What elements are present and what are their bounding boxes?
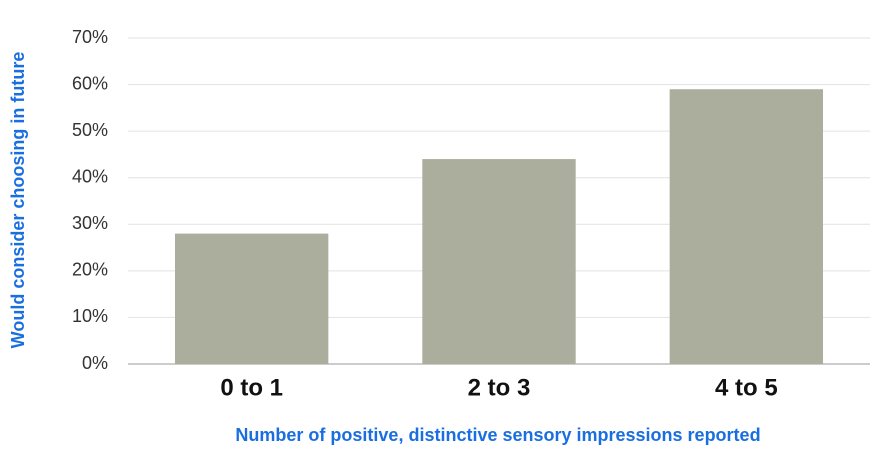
y-axis-label: Would consider choosing in future: [8, 52, 28, 349]
y-tick-label: 40%: [72, 166, 108, 186]
y-tick-label: 70%: [72, 27, 108, 47]
bar: [174, 233, 329, 364]
x-tick-label: 2 to 3: [468, 374, 531, 401]
x-axis-label: Number of positive, distinctive sensory …: [235, 425, 760, 445]
y-tick-label: 30%: [72, 213, 108, 233]
x-tick-label: 4 to 5: [715, 374, 778, 401]
y-tick-label: 0%: [82, 353, 108, 373]
y-tick-label: 50%: [72, 120, 108, 140]
y-tick-label: 20%: [72, 260, 108, 280]
y-tick-label: 10%: [72, 306, 108, 326]
x-tick-label: 0 to 1: [220, 374, 283, 401]
bar: [422, 159, 576, 364]
y-tick-label: 60%: [72, 73, 108, 93]
bar: [669, 89, 824, 364]
